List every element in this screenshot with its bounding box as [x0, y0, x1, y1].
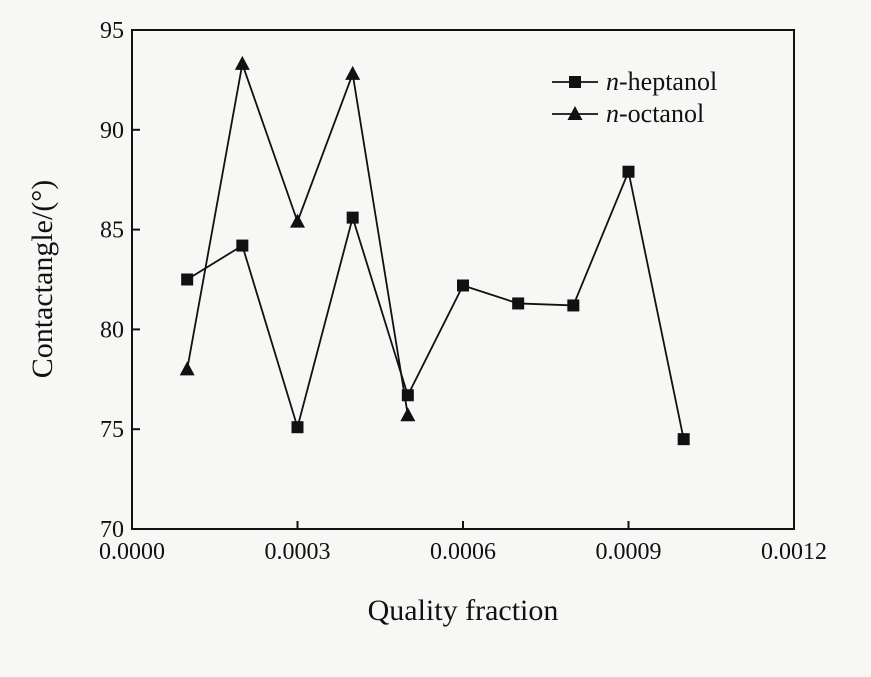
- square-marker: [622, 165, 635, 178]
- x-tick-label: 0.0000: [99, 539, 165, 565]
- x-tick-label: 0.0009: [596, 539, 662, 565]
- triangle-marker: [290, 213, 305, 228]
- series-line: [186, 60, 409, 416]
- square-marker: [181, 273, 194, 286]
- triangle-marker: [400, 407, 416, 422]
- axis-ticks: 0.0000 0.0003 0.0006 0.0009 0.0012 70 75 80 85 90…: [99, 18, 827, 565]
- triangle-marker: [567, 106, 583, 120]
- series-line: [186, 168, 685, 440]
- y-axis-title: Contactangle/(°): [26, 180, 59, 379]
- series-layer: [179, 55, 690, 446]
- series-n-octanol: [179, 55, 416, 422]
- y-tick-label: 95: [100, 18, 124, 44]
- y-tick-label: 85: [100, 218, 124, 244]
- y-tick-label: 90: [100, 118, 124, 144]
- square-marker: [677, 433, 690, 446]
- square-marker: [512, 297, 525, 310]
- y-tick-label: 75: [100, 417, 124, 443]
- square-marker: [236, 239, 249, 252]
- square-marker: [346, 211, 359, 224]
- triangle-marker: [345, 65, 361, 80]
- triangle-marker: [179, 361, 195, 376]
- series-n-heptanol: [181, 165, 690, 446]
- y-tick-label: 70: [100, 517, 124, 543]
- y-tick-label: 80: [100, 317, 124, 343]
- square-marker: [567, 299, 580, 312]
- x-tick-label: 0.0006: [430, 539, 496, 565]
- legend-label: n-octanol: [606, 99, 704, 128]
- x-tick-label: 0.0012: [761, 539, 827, 565]
- square-marker: [569, 76, 581, 88]
- x-axis-title: Quality fraction: [368, 594, 559, 627]
- triangle-marker: [234, 55, 250, 70]
- square-marker: [457, 279, 469, 292]
- legend: n-heptanol n-octanol: [552, 67, 717, 128]
- x-tick-label: 0.0003: [265, 539, 331, 565]
- square-marker: [291, 421, 304, 434]
- legend-label: n-heptanol: [606, 67, 717, 96]
